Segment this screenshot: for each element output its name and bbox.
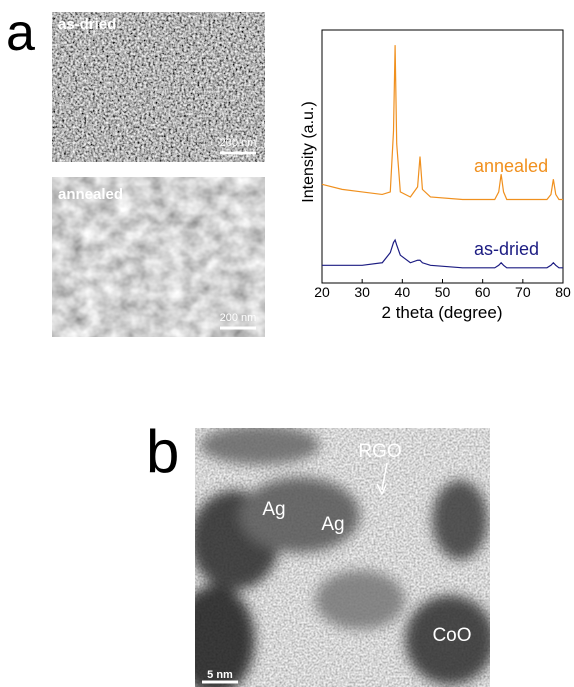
annotation: CoO [432,625,471,646]
annotation: RGO [358,441,401,462]
x-tick-label: 70 [515,284,531,300]
annotation: Ag [321,514,344,535]
series-label: as-dried [474,239,539,259]
scale-bar-label: 200 nm [220,312,257,324]
x-tick-label: 30 [354,284,370,300]
x-tick-label: 40 [395,284,411,300]
annotation: Ag [262,499,285,520]
x-tick-label: 60 [475,284,491,300]
tem-image [175,425,495,687]
figure: a as-dried 200 nm annealed 200 nm 2 thet… [0,0,574,687]
y-axis-label: Intensity (a.u.) [300,101,317,202]
x-tick-label: 20 [314,284,330,300]
image-label: annealed [58,186,123,203]
x-axis-label: 2 theta (degree) [382,303,503,322]
image-label: as-dried [58,16,116,33]
x-tick-label: 50 [435,284,451,300]
xrd-chart: 2 theta (degree) Intensity (a.u.) anneal… [300,30,571,322]
panel-label: a [6,4,35,62]
x-tick-label: 80 [555,284,571,300]
panel-label: b [146,418,179,485]
scale-bar-label: 5 nm [207,669,233,681]
series-label: annealed [474,156,548,176]
series-line [322,45,563,199]
scale-bar-label: 200 nm [220,137,257,149]
